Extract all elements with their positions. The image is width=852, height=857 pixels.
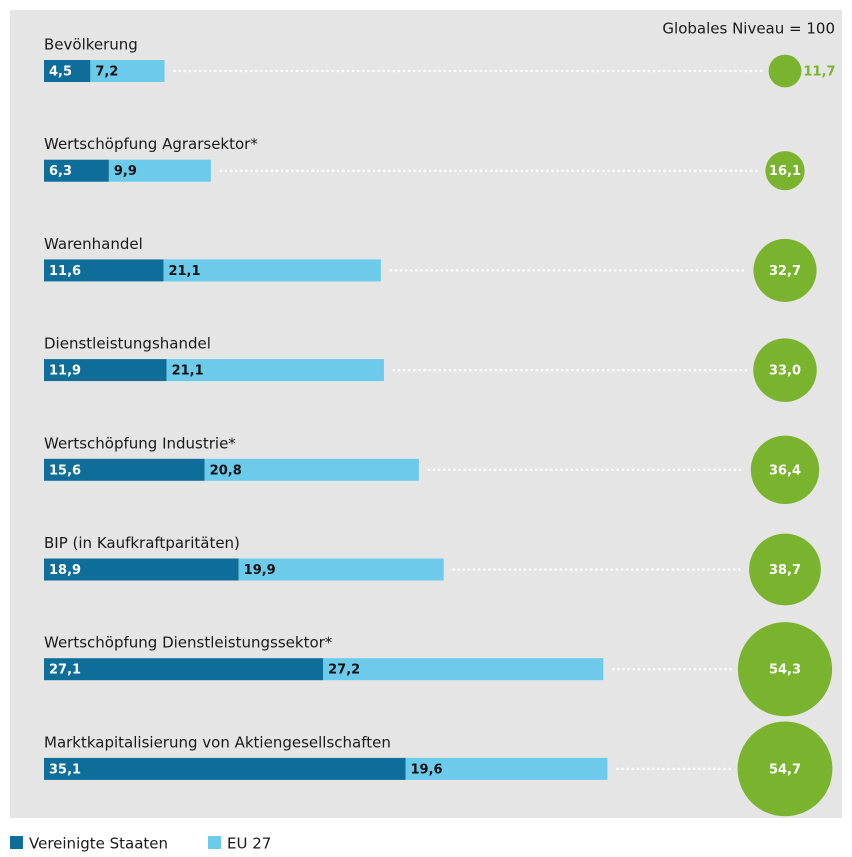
category-label: Bevölkerung — [44, 36, 138, 54]
total-bubble — [750, 435, 820, 505]
total-label: 11,7 — [803, 65, 835, 80]
category-label: Marktkapitalisierung von Aktiengesellsch… — [44, 733, 391, 751]
bar-segment — [44, 159, 109, 182]
bar-segment — [238, 558, 444, 581]
category-label: Wertschöpfung Agrarsektor* — [44, 135, 258, 153]
value-label: 19,6 — [411, 762, 443, 777]
panel — [10, 10, 842, 818]
total-label: 36,4 — [769, 463, 801, 478]
annotation: Globales Niveau = 100 — [662, 20, 835, 38]
bar-segment — [108, 159, 211, 182]
category-label: Warenhandel — [44, 235, 143, 253]
total-label: 33,0 — [769, 364, 801, 379]
bar-segment — [323, 658, 604, 681]
value-label: 21,1 — [172, 364, 204, 379]
value-label: 4,5 — [49, 65, 72, 80]
bar-segment — [405, 757, 608, 780]
total-bubble — [749, 533, 821, 606]
value-label: 11,6 — [49, 264, 81, 279]
total-bubble — [737, 721, 833, 817]
value-label: 6,3 — [49, 164, 72, 179]
bar-segment — [44, 259, 164, 282]
category-label: Dienstleistungshandel — [44, 335, 211, 353]
legend-swatch — [10, 836, 23, 849]
total-bubble — [737, 622, 833, 717]
category-label: Wertschöpfung Industrie* — [44, 434, 236, 452]
legend-swatch — [208, 836, 221, 849]
value-label: 20,8 — [210, 463, 242, 478]
value-label: 9,9 — [114, 164, 137, 179]
value-label: 35,1 — [49, 762, 81, 777]
value-label: 27,1 — [49, 663, 81, 678]
total-label: 54,7 — [769, 762, 801, 777]
value-label: 18,9 — [49, 563, 81, 578]
value-label: 15,6 — [49, 463, 81, 478]
bar-segment — [44, 658, 324, 681]
total-label: 32,7 — [769, 264, 801, 279]
bar-segment — [44, 458, 205, 481]
bar-segment — [44, 558, 239, 581]
value-label: 7,2 — [95, 65, 118, 80]
bar-segment — [44, 359, 167, 382]
total-bubble — [753, 238, 817, 302]
legend-label: EU 27 — [227, 835, 271, 853]
bar-segment — [166, 359, 384, 382]
total-bubble — [768, 54, 802, 88]
value-label: 19,9 — [244, 563, 276, 578]
value-label: 27,2 — [328, 663, 360, 678]
bar-segment — [44, 60, 91, 82]
value-label: 11,9 — [49, 364, 81, 379]
total-label: 54,3 — [769, 663, 801, 678]
bar-segment — [44, 757, 406, 780]
legend-label: Vereinigte Staaten — [29, 835, 168, 853]
total-bubble — [765, 151, 805, 191]
bar-segment — [90, 60, 165, 82]
value-label: 21,1 — [168, 264, 200, 279]
bar-segment — [204, 458, 419, 481]
bar-segment — [163, 259, 381, 282]
category-label: BIP (in Kaufkraftparitäten) — [44, 534, 240, 552]
category-label: Wertschöpfung Dienstleistungssektor* — [44, 634, 333, 652]
total-label: 16,1 — [769, 164, 801, 179]
total-bubble — [753, 338, 817, 402]
total-label: 38,7 — [769, 563, 801, 578]
